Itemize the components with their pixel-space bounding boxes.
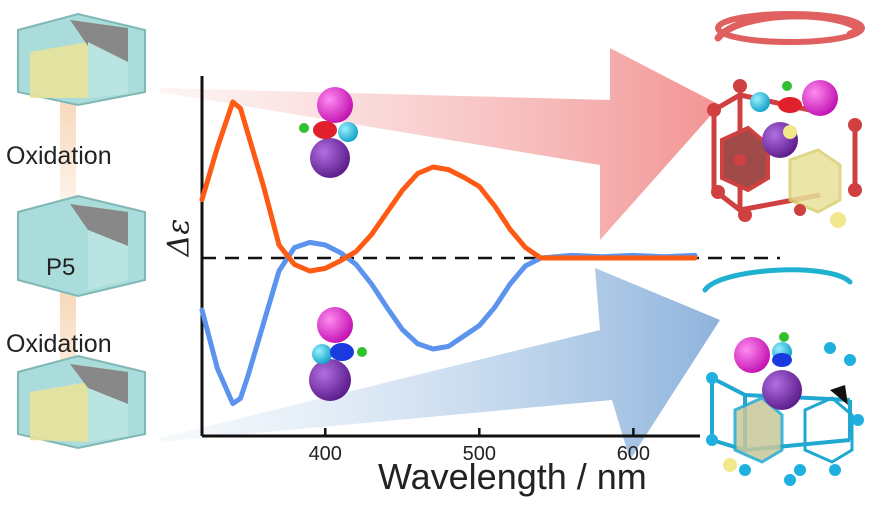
oxidation-label-top: Oxidation bbox=[6, 142, 112, 170]
series-line-red bbox=[199, 99, 698, 274]
prism-middle bbox=[17, 194, 146, 298]
x-axis-label: Wavelength / nm bbox=[378, 456, 647, 497]
y-axis-label: Δε bbox=[161, 218, 197, 257]
orbital-cluster-top bbox=[299, 87, 358, 178]
blue-arrow bbox=[160, 268, 720, 460]
x-tick-label-500: 500 bbox=[463, 443, 496, 465]
molecule-red bbox=[707, 11, 865, 228]
oxidation-connector-top bbox=[60, 95, 76, 205]
molecule-blue bbox=[702, 267, 864, 486]
x-tick-label-400: 400 bbox=[309, 443, 342, 465]
oxidation-label-bottom: Oxidation bbox=[6, 330, 112, 358]
prism-bottom bbox=[17, 354, 146, 450]
p5-label: P5 bbox=[46, 254, 76, 281]
x-tick-label-600: 600 bbox=[617, 443, 650, 465]
red-arrow bbox=[160, 48, 720, 240]
prism-top bbox=[17, 12, 146, 107]
orbital-cluster-bottom bbox=[309, 307, 367, 401]
